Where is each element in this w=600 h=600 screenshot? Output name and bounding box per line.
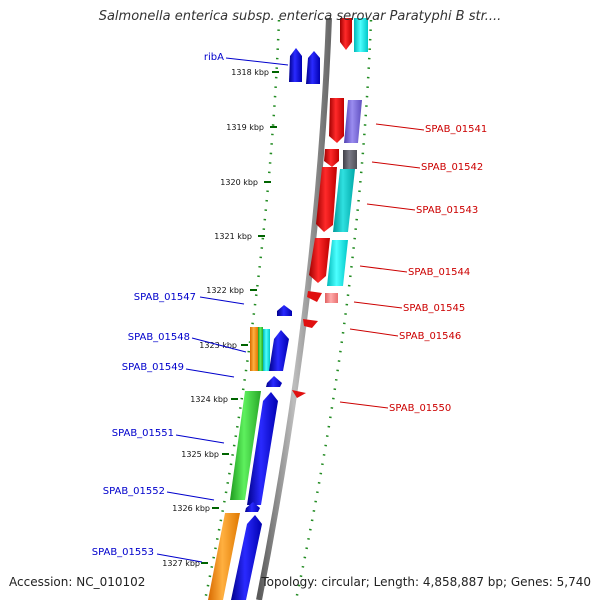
gene-label[interactable]: SPAB_01541 — [425, 124, 487, 135]
gene-feature[interactable] — [230, 391, 261, 500]
scale-tick-labels: 1318 kbp 1319 kbp 1320 kbp 1321 kbp 1322… — [162, 68, 269, 568]
gene-label[interactable]: SPAB_01544 — [408, 267, 470, 278]
gene-label[interactable]: SPAB_01553 — [92, 547, 154, 558]
gene-leader-line — [375, 123, 425, 131]
gene-feature[interactable] — [307, 291, 322, 302]
gene-leader-line — [175, 434, 225, 444]
gene-label[interactable]: SPAB_01552 — [103, 486, 165, 497]
gene-feature[interactable] — [333, 169, 355, 232]
tick-label: 1326 kbp — [172, 504, 210, 513]
gene-leader-line — [371, 161, 421, 169]
tick-label: 1327 kbp — [162, 559, 200, 568]
gene-leader-line — [191, 337, 247, 353]
gene-leader-line — [156, 553, 203, 563]
gene-feature[interactable] — [266, 376, 282, 387]
gene-label[interactable]: SPAB_01548 — [128, 332, 190, 343]
forward-strand-features — [208, 48, 320, 600]
tick-label: 1318 kbp — [231, 68, 269, 77]
tick-label: 1324 kbp — [190, 395, 228, 404]
forward-gene-leaders — [156, 57, 289, 563]
gene-feature[interactable] — [324, 149, 339, 167]
gene-feature[interactable] — [292, 390, 306, 398]
accession-text: Accession: NC_010102 — [9, 575, 146, 589]
gene-label[interactable]: SPAB_01547 — [134, 292, 196, 303]
gene-leader-line — [166, 491, 215, 501]
gene-label[interactable]: SPAB_01550 — [389, 403, 451, 414]
gene-feature[interactable] — [340, 18, 352, 50]
gene-feature[interactable] — [247, 392, 278, 505]
gene-label[interactable]: SPAB_01546 — [399, 331, 461, 342]
gene-feature[interactable] — [269, 330, 289, 371]
page-title: Salmonella enterica subsp. enterica sero… — [98, 9, 502, 24]
genome-backbone — [256, 17, 332, 600]
gene-leader-line — [353, 301, 403, 309]
tick-label: 1320 kbp — [220, 178, 258, 187]
gene-feature[interactable] — [325, 293, 338, 303]
gene-label[interactable]: SPAB_01549 — [122, 362, 184, 373]
gene-feature[interactable] — [258, 327, 263, 371]
gene-label[interactable]: SPAB_01551 — [112, 428, 174, 439]
gene-feature[interactable] — [343, 150, 357, 169]
gene-feature[interactable] — [316, 167, 337, 232]
gene-leader-line — [225, 57, 289, 66]
genome-summary-text: Topology: circular; Length: 4,858,887 bp… — [261, 575, 591, 589]
gene-leader-line — [366, 203, 416, 211]
gene-feature[interactable] — [208, 513, 240, 600]
gene-feature[interactable] — [327, 240, 348, 286]
tick-label: 1325 kbp — [181, 450, 219, 459]
gene-leader-line — [339, 401, 389, 409]
gene-feature[interactable] — [309, 238, 330, 283]
reverse-gene-labels: SPAB_01541 SPAB_01542 SPAB_01543 SPAB_01… — [389, 124, 487, 414]
outer-guide-ring — [294, 19, 373, 600]
gene-feature[interactable] — [354, 18, 368, 52]
gene-leader-line — [185, 368, 235, 378]
gene-feature[interactable] — [289, 48, 302, 82]
gene-label[interactable]: ribA — [204, 52, 224, 63]
gene-feature[interactable] — [231, 515, 262, 600]
reverse-strand-features — [292, 18, 368, 398]
gene-leader-line — [199, 296, 245, 305]
gene-leader-line — [349, 328, 399, 337]
gene-leader-line — [359, 265, 408, 273]
inner-guide-ring — [203, 19, 281, 600]
gene-feature[interactable] — [263, 329, 270, 371]
scale-ticks — [201, 71, 279, 564]
tick-label: 1321 kbp — [214, 232, 252, 241]
gene-feature[interactable] — [250, 327, 258, 371]
tick-label: 1322 kbp — [206, 286, 244, 295]
gene-feature[interactable] — [329, 98, 344, 143]
gene-feature[interactable] — [303, 319, 318, 328]
gene-feature[interactable] — [245, 502, 260, 512]
gene-label[interactable]: SPAB_01542 — [421, 162, 483, 173]
tick-label: 1319 kbp — [226, 123, 264, 132]
gene-feature[interactable] — [277, 305, 292, 316]
reverse-gene-leaders — [339, 123, 425, 409]
gene-feature[interactable] — [344, 100, 362, 143]
forward-gene-labels: ribA SPAB_01547 SPAB_01548 SPAB_01549 SP… — [92, 52, 224, 558]
tick-label: 1323 kbp — [199, 341, 237, 350]
gene-label[interactable]: SPAB_01545 — [403, 303, 465, 314]
gene-feature[interactable] — [306, 51, 320, 84]
gene-label[interactable]: SPAB_01543 — [416, 205, 478, 216]
